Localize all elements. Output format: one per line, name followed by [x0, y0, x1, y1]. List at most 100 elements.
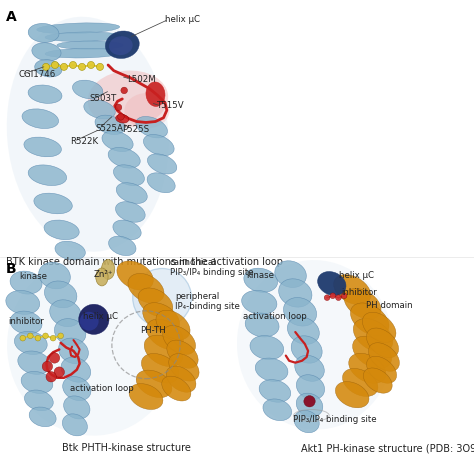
Ellipse shape [318, 272, 346, 295]
Ellipse shape [144, 135, 174, 155]
Ellipse shape [84, 100, 115, 119]
Circle shape [54, 367, 64, 377]
Text: BTK kinase domain with mutations in the activation loop: BTK kinase domain with mutations in the … [6, 257, 283, 267]
Circle shape [115, 104, 122, 111]
Circle shape [133, 268, 191, 327]
Ellipse shape [167, 340, 198, 368]
Ellipse shape [295, 355, 324, 382]
Ellipse shape [116, 114, 129, 123]
Ellipse shape [343, 368, 378, 397]
Ellipse shape [24, 137, 62, 157]
Ellipse shape [22, 109, 59, 129]
Text: helix μC: helix μC [165, 15, 200, 24]
Ellipse shape [61, 357, 91, 382]
Ellipse shape [138, 288, 173, 317]
Circle shape [97, 63, 103, 71]
Ellipse shape [18, 351, 50, 374]
Ellipse shape [244, 268, 278, 292]
Ellipse shape [64, 396, 90, 419]
Ellipse shape [10, 311, 42, 334]
Ellipse shape [102, 131, 133, 152]
Text: S503T: S503T [89, 94, 116, 104]
Ellipse shape [105, 31, 139, 58]
Ellipse shape [95, 115, 125, 135]
Ellipse shape [163, 325, 196, 355]
Text: PH domain: PH domain [366, 300, 412, 310]
Ellipse shape [141, 354, 179, 383]
Text: peripheral
IP₄-binding site: peripheral IP₄-binding site [175, 292, 240, 311]
Ellipse shape [116, 183, 147, 203]
Ellipse shape [44, 220, 79, 240]
Text: activation loop: activation loop [70, 384, 134, 393]
Text: CGI1746: CGI1746 [18, 70, 55, 79]
Ellipse shape [129, 384, 163, 409]
Ellipse shape [279, 279, 312, 307]
Ellipse shape [57, 41, 123, 49]
Ellipse shape [21, 372, 53, 393]
Ellipse shape [116, 202, 145, 222]
Circle shape [87, 61, 94, 69]
Ellipse shape [287, 317, 319, 344]
Ellipse shape [353, 336, 392, 368]
Text: activation loop: activation loop [243, 312, 306, 321]
Text: L502M: L502M [127, 74, 156, 84]
Ellipse shape [113, 165, 145, 186]
Ellipse shape [32, 43, 61, 61]
Text: inhibitor: inhibitor [9, 317, 44, 326]
Text: S525A: S525A [96, 123, 124, 133]
Ellipse shape [237, 260, 393, 430]
Ellipse shape [10, 271, 42, 294]
Ellipse shape [28, 85, 62, 103]
Circle shape [118, 114, 124, 120]
Ellipse shape [35, 60, 62, 77]
Ellipse shape [6, 291, 40, 314]
Text: R522K: R522K [70, 137, 98, 146]
Ellipse shape [55, 318, 86, 346]
Ellipse shape [143, 303, 180, 333]
Ellipse shape [109, 236, 136, 256]
Ellipse shape [166, 366, 196, 392]
Circle shape [341, 293, 347, 299]
Circle shape [42, 361, 53, 372]
Circle shape [43, 333, 48, 339]
Text: Akt1 PH-kinase structure (PDB: 3O96): Akt1 PH-kinase structure (PDB: 3O96) [301, 443, 474, 453]
Ellipse shape [136, 116, 167, 138]
Ellipse shape [136, 370, 172, 398]
Circle shape [330, 293, 336, 299]
Ellipse shape [162, 376, 191, 401]
Ellipse shape [45, 49, 121, 58]
Ellipse shape [63, 377, 91, 400]
Ellipse shape [108, 147, 140, 168]
Ellipse shape [349, 353, 386, 383]
Text: Zn²⁺: Zn²⁺ [93, 269, 113, 279]
Text: P525S: P525S [122, 125, 149, 135]
Ellipse shape [96, 268, 108, 286]
Circle shape [58, 333, 64, 339]
Ellipse shape [7, 17, 169, 252]
Text: helix μC: helix μC [339, 271, 374, 280]
Ellipse shape [146, 319, 183, 349]
Ellipse shape [366, 356, 397, 383]
Text: T515V: T515V [157, 101, 185, 111]
Circle shape [80, 312, 99, 331]
Ellipse shape [34, 193, 73, 214]
Ellipse shape [245, 313, 279, 337]
Ellipse shape [259, 380, 291, 402]
Circle shape [79, 304, 109, 334]
Ellipse shape [334, 275, 371, 305]
Ellipse shape [296, 393, 323, 417]
Ellipse shape [28, 24, 59, 42]
Ellipse shape [344, 289, 381, 319]
Ellipse shape [275, 261, 306, 287]
Circle shape [43, 63, 49, 71]
Ellipse shape [50, 300, 81, 327]
Ellipse shape [37, 23, 119, 33]
Circle shape [61, 63, 67, 71]
Circle shape [336, 295, 341, 300]
Ellipse shape [28, 165, 67, 186]
Circle shape [35, 335, 41, 341]
Ellipse shape [350, 303, 389, 336]
Ellipse shape [109, 36, 133, 55]
Circle shape [50, 335, 56, 341]
Ellipse shape [363, 312, 396, 342]
